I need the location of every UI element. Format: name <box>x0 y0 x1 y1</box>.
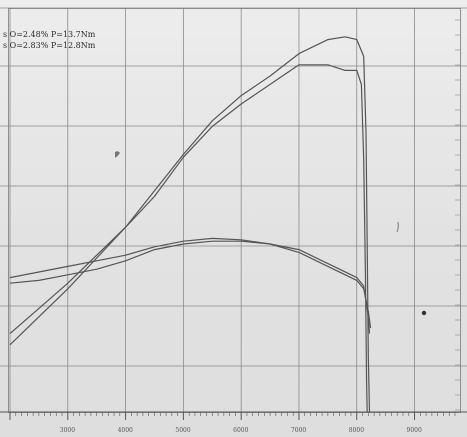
legend-entry-2: s O=2.83% P=12.8Nm <box>3 41 96 50</box>
legend-entry-1: s O=2.48% P=13.7Nm <box>3 30 96 39</box>
series-line-1 <box>9 36 371 413</box>
plot-frame <box>8 8 461 413</box>
x-tick-label-5000: 5000 <box>175 427 190 434</box>
x-tick-label-9000: 9000 <box>407 427 422 434</box>
series-line-2 <box>9 64 368 413</box>
x-tick-label-3000: 3000 <box>60 427 75 434</box>
series-line-4 <box>9 240 372 329</box>
x-tick-label-4000: 4000 <box>118 427 133 434</box>
series-line-3 <box>9 237 371 334</box>
chart-legend: s O=2.48% P=13.7Nm s O=2.83% P=12.8Nm <box>3 30 96 50</box>
x-tick-label-6000: 6000 <box>233 427 248 434</box>
chart-grid <box>0 7 467 413</box>
ink-speck <box>115 151 120 158</box>
chart-series <box>9 36 372 413</box>
ink-speck <box>421 310 427 316</box>
paper-specks <box>115 151 427 316</box>
x-axis-ticks <box>0 411 467 420</box>
ink-speck <box>396 221 399 233</box>
x-tick-label-7000: 7000 <box>291 427 306 434</box>
x-axis-tick-labels: 3000 4000 5000 6000 7000 8000 9000 <box>60 427 422 434</box>
x-tick-label-8000: 8000 <box>349 427 364 434</box>
